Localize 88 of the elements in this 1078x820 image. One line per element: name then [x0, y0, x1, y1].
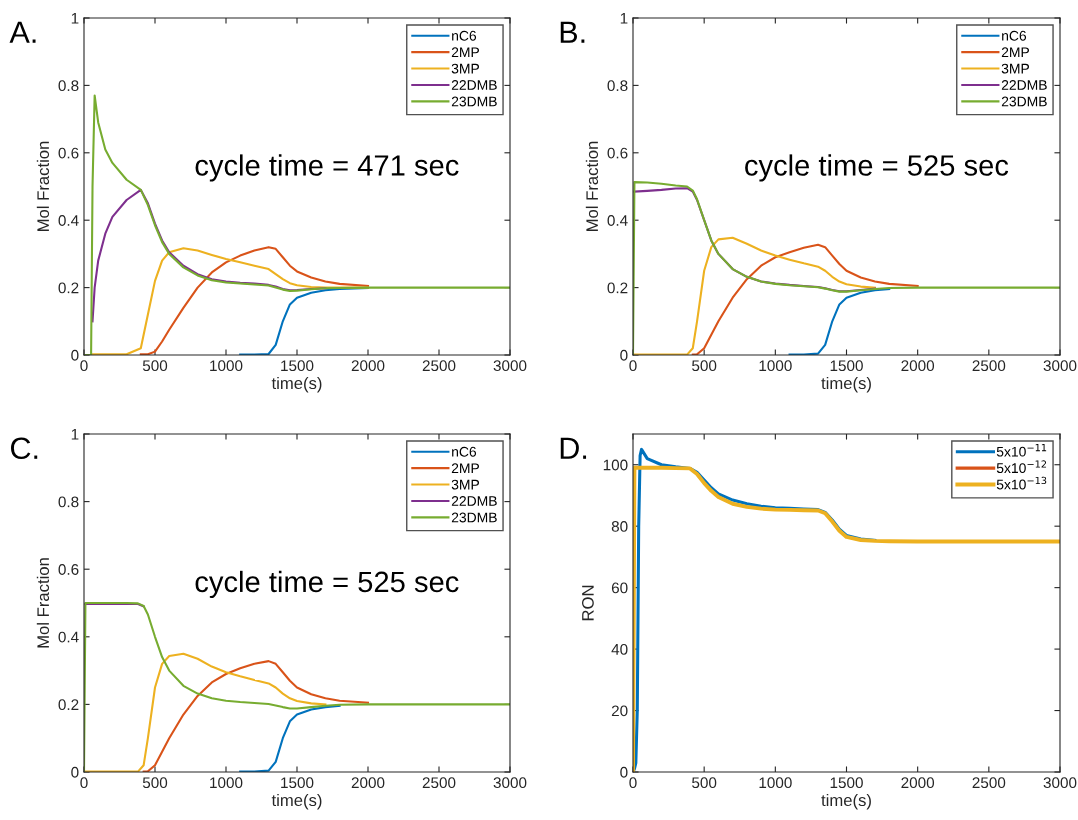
y-tick-label: 0.8 — [607, 80, 628, 92]
legend-label: 5x10$^{−11}$ — [996, 444, 1047, 457]
x-tick-label: 0 — [629, 777, 637, 789]
legend-label: 3MP — [1001, 63, 1030, 74]
y-tick-label: 20 — [611, 705, 628, 717]
y-tick-label: 1 — [71, 429, 79, 440]
x-tick-label: 2500 — [972, 360, 1006, 372]
legend-label: 22DMB — [451, 80, 497, 90]
legend-label: 2MP — [451, 47, 480, 57]
y-tick-label: 0 — [620, 766, 628, 778]
x-tick-label: 2500 — [972, 777, 1006, 789]
annotation: cycle time = 525 sec — [745, 154, 1009, 182]
y-tick-label: 0.2 — [607, 282, 628, 294]
x-tick-label: 2000 — [351, 360, 385, 372]
legend-label: 22DMB — [1001, 80, 1047, 90]
y-tick-label: 0.4 — [58, 215, 79, 226]
x-tick-label: 1000 — [210, 360, 243, 372]
x-tick-label: 1000 — [759, 777, 792, 789]
x-tick-label: 500 — [692, 777, 717, 789]
y-tick-label: 80 — [611, 521, 628, 532]
y-axis-title: Mol Fraction — [36, 141, 50, 231]
legend-label: 3MP — [451, 479, 480, 490]
y-axis-title: RON — [582, 585, 594, 621]
legend-label: 2MP — [451, 463, 480, 473]
x-tick-label: 2500 — [422, 360, 456, 372]
y-tick-label: 0.4 — [607, 215, 628, 226]
line-series — [142, 660, 370, 772]
legend-label: nC6 — [1002, 30, 1027, 41]
line-series — [691, 243, 919, 355]
x-tick-label: 2000 — [901, 360, 935, 372]
legend-label: nC6 — [452, 30, 477, 41]
x-tick-label: 2000 — [901, 777, 935, 789]
y-tick-label: 100 — [603, 459, 628, 471]
x-tick-label: 2500 — [422, 777, 456, 789]
annotation: cycle time = 471 sec — [195, 154, 459, 182]
y-tick-label: 0 — [620, 349, 628, 361]
x-axis-title: time(s) — [821, 376, 871, 393]
x-tick-label: 0 — [80, 777, 88, 789]
annotation: cycle time = 525 sec — [195, 570, 459, 598]
y-tick-label: 0 — [71, 349, 79, 361]
legend-label: 3MP — [451, 63, 480, 74]
legend-label: 22DMB — [451, 496, 497, 506]
x-tick-label: 500 — [142, 360, 168, 372]
legend-label: nC6 — [452, 446, 477, 457]
legend-label: 23DMB — [1001, 96, 1047, 107]
y-tick-label: 1 — [71, 13, 79, 24]
x-tick-label: 3000 — [493, 360, 527, 372]
chart-title: A. — [9, 21, 36, 43]
x-tick-label: 1500 — [281, 777, 314, 789]
chart-title: D. — [560, 437, 587, 459]
y-tick-label: 1 — [620, 13, 628, 24]
x-tick-label: 2000 — [351, 777, 385, 789]
x-tick-label: 1000 — [210, 777, 243, 789]
y-tick-label: 0.8 — [58, 80, 79, 92]
y-tick-label: 0.6 — [58, 147, 79, 159]
legend-label: 23DMB — [451, 512, 497, 523]
chart-title: B. — [560, 21, 585, 43]
y-axis-title: Mol Fraction — [585, 141, 599, 231]
x-tick-label: 0 — [629, 360, 637, 372]
x-axis-title: time(s) — [271, 793, 322, 810]
y-tick-label: 60 — [611, 582, 628, 594]
y-tick-label: 0 — [71, 766, 79, 778]
x-tick-label: 1500 — [830, 777, 863, 789]
y-tick-label: 0.2 — [58, 282, 79, 294]
x-tick-label: 1000 — [759, 360, 792, 372]
y-tick-label: 0.8 — [58, 496, 79, 508]
legend-label: 2MP — [1001, 47, 1030, 57]
line-series — [139, 246, 370, 355]
x-axis-title: time(s) — [271, 376, 322, 393]
legend-label: 23DMB — [451, 96, 497, 107]
x-tick-label: 1500 — [281, 360, 314, 372]
x-axis-title: time(s) — [821, 793, 871, 810]
legend-label: 5x10$^{−12}$ — [996, 460, 1047, 474]
x-tick-label: 500 — [142, 777, 168, 789]
x-tick-label: 1500 — [830, 360, 863, 372]
legend-label: 5x10$^{−13}$ — [996, 476, 1047, 490]
y-tick-label: 0.6 — [607, 147, 628, 159]
x-tick-label: 3000 — [493, 777, 527, 789]
y-tick-label: 0.4 — [58, 631, 79, 643]
x-tick-label: 3000 — [1043, 777, 1077, 789]
y-tick-label: 40 — [611, 643, 628, 655]
x-tick-label: 500 — [692, 360, 717, 372]
x-tick-label: 0 — [80, 360, 88, 372]
x-tick-label: 3000 — [1043, 360, 1077, 372]
chart-title: C. — [11, 437, 38, 460]
y-axis-title: Mol Fraction — [36, 558, 50, 648]
y-tick-label: 0.2 — [58, 699, 79, 711]
y-tick-label: 0.6 — [58, 564, 79, 575]
